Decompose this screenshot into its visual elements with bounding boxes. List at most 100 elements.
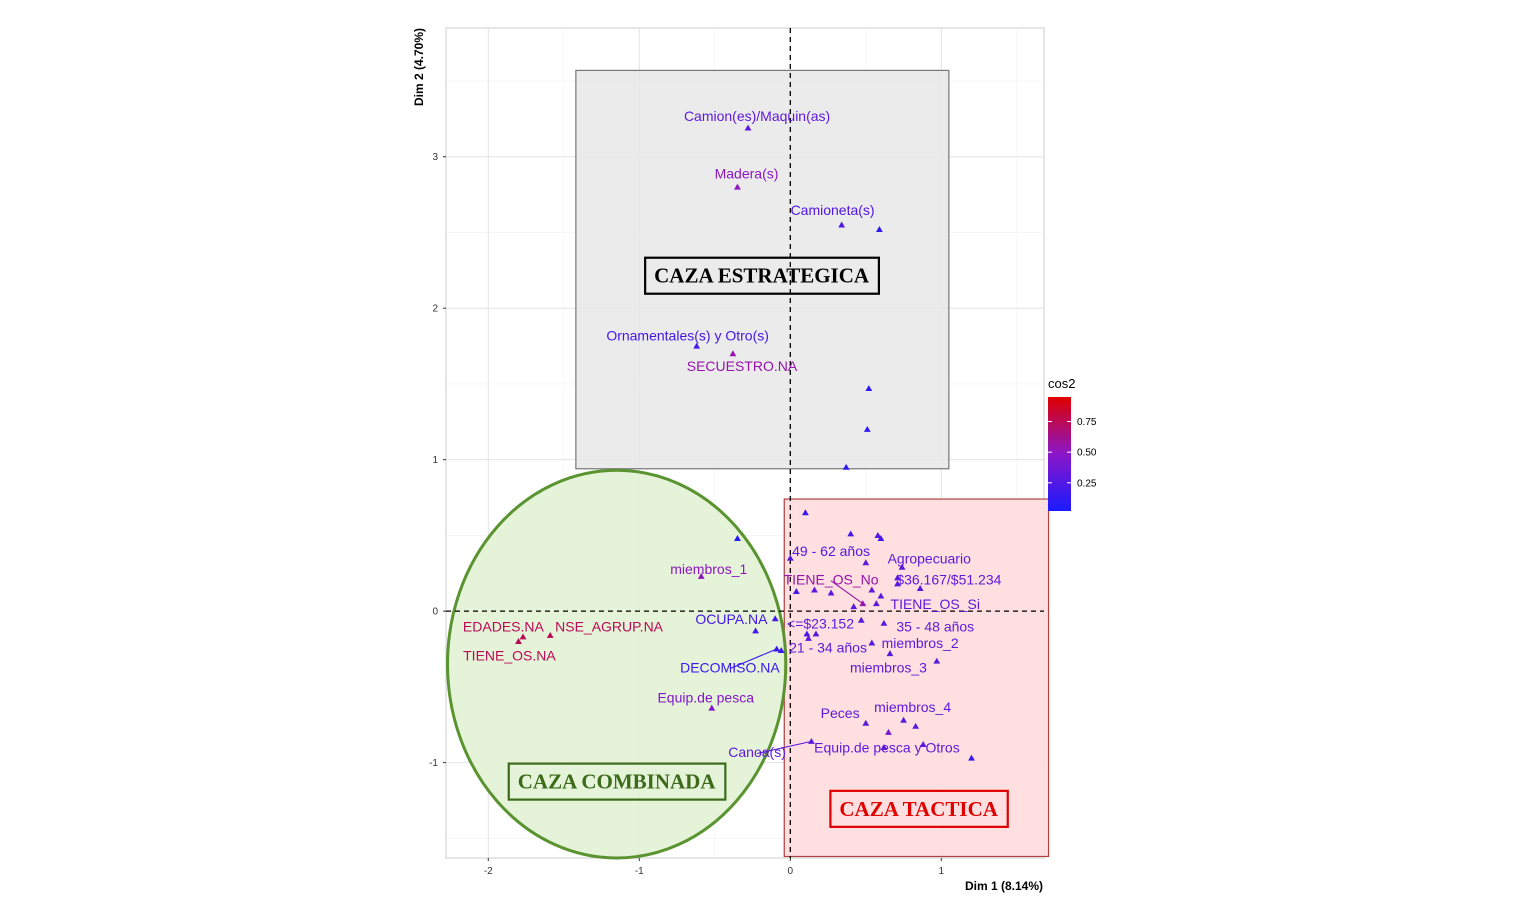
regions <box>446 69 1050 860</box>
point-marker <box>786 554 794 561</box>
region-area <box>446 468 788 860</box>
label-leader-line <box>729 648 777 670</box>
point-marker <box>805 634 812 641</box>
point-marker <box>827 589 835 596</box>
region-label-box <box>644 256 880 295</box>
y-tick-label: 2 <box>432 304 438 315</box>
y-axis-title: Dim 2 (4.70%) <box>412 28 426 106</box>
point-marker <box>850 603 858 610</box>
point-marker <box>708 704 716 711</box>
point-label: EDADES.NA <box>463 618 545 634</box>
point-marker <box>886 650 894 657</box>
point-marker <box>877 592 885 599</box>
reference-lines <box>446 28 1044 858</box>
point-marker <box>744 124 752 131</box>
point-marker <box>894 574 901 581</box>
point-label: Madera(s) <box>715 166 779 182</box>
point-labels: Camion(es)/Maquin(as) Madera(s) Camioneta(… <box>463 108 1002 760</box>
legend-tick-label: 0.25 <box>1077 478 1097 489</box>
cos2-legend: cos2 0.25 0.50 0.75 <box>1048 376 1097 511</box>
point-label: OCUPA.NA <box>695 611 768 627</box>
point-marker <box>968 754 975 761</box>
point-marker <box>546 631 554 638</box>
point-label: 49 - 62 años <box>792 543 870 559</box>
point-label: Agropecuario <box>888 550 971 566</box>
point-marker <box>868 639 876 646</box>
point-marker <box>874 531 882 538</box>
point-marker <box>898 563 906 570</box>
point-label: miembros_1 <box>670 561 747 577</box>
point-marker <box>872 600 880 607</box>
y-tick-label: 1 <box>432 455 438 466</box>
region-label-box <box>829 789 1009 828</box>
point-marker <box>885 728 892 735</box>
point-marker <box>875 226 883 232</box>
region-area <box>783 498 1050 858</box>
region-label: CAZA TACTICA <box>839 797 998 821</box>
point-marker <box>912 722 920 729</box>
label-leader-line <box>756 740 812 755</box>
legend-tick-label: 0.75 <box>1077 417 1097 428</box>
point-marker <box>697 572 705 579</box>
point-label: 35 - 48 años <box>896 618 974 634</box>
region-label-box <box>507 762 727 801</box>
point-label: miembros_3 <box>850 659 927 675</box>
point-marker <box>771 615 779 622</box>
point-label: Camioneta(s) <box>791 202 875 218</box>
point-label: Ornamentales(s) y Otro(s) <box>606 328 769 344</box>
point-marker <box>808 737 815 744</box>
x-tick-label: -1 <box>635 866 644 877</box>
legend-colorbar <box>1048 397 1071 511</box>
y-tick-label: -1 <box>429 758 438 769</box>
point-label: Camion(es)/Maquin(as) <box>684 108 830 124</box>
point-marker <box>916 585 924 591</box>
point-label: <=$23.152 <box>787 615 854 631</box>
point-label: NSE_AGRUP.NA <box>555 618 664 634</box>
point-marker <box>862 719 870 726</box>
point-marker <box>734 183 741 190</box>
region-label: CAZA COMBINADA <box>518 770 717 794</box>
legend-tick-label: 0.50 <box>1077 448 1097 459</box>
point-label: Canoa(s) <box>728 744 786 760</box>
point-marker <box>865 385 873 392</box>
point-marker <box>847 530 855 537</box>
point-marker <box>777 647 785 654</box>
x-tick-label: 1 <box>939 866 945 877</box>
point-marker <box>734 535 741 541</box>
axis-ticks: -2 -1 0 1 -1 0 1 2 3 <box>429 152 944 877</box>
point-marker <box>894 580 901 587</box>
point-marker <box>900 716 907 723</box>
point-label: TIENE_OS_Si <box>891 596 980 612</box>
point-marker <box>877 535 885 541</box>
point-marker <box>812 630 820 637</box>
point-marker <box>811 586 818 593</box>
point-marker <box>519 633 527 640</box>
point-marker <box>803 630 811 637</box>
point-label: 21 - 34 años <box>789 640 867 656</box>
point-marker <box>838 221 846 228</box>
point-marker <box>857 616 865 623</box>
point-marker <box>752 627 759 634</box>
y-tick-label: 3 <box>432 152 438 163</box>
point-label: TIENE_OS.NA <box>463 647 556 663</box>
point-label: $36.167/$51.234 <box>896 572 1001 588</box>
point-marker <box>729 350 737 357</box>
point-marker <box>863 425 871 432</box>
point-label: Equip.de pesca y Otros <box>814 740 960 756</box>
point-label: DECOMISO.NA <box>680 659 780 675</box>
point-marker <box>933 657 941 664</box>
point-label: Equip.de pesca <box>657 690 754 706</box>
point-marker <box>842 463 850 470</box>
point-label: Peces <box>821 705 860 721</box>
x-tick-label: -2 <box>484 866 493 877</box>
point-label: miembros_4 <box>874 699 951 715</box>
region-label: CAZA ESTRATEGICA <box>654 264 870 288</box>
point-marker <box>515 638 522 644</box>
point-marker <box>693 342 701 349</box>
point-marker <box>792 588 800 594</box>
point-marker <box>802 509 809 516</box>
y-tick-label: 0 <box>432 607 438 618</box>
points <box>515 124 975 761</box>
point-marker <box>880 744 888 750</box>
